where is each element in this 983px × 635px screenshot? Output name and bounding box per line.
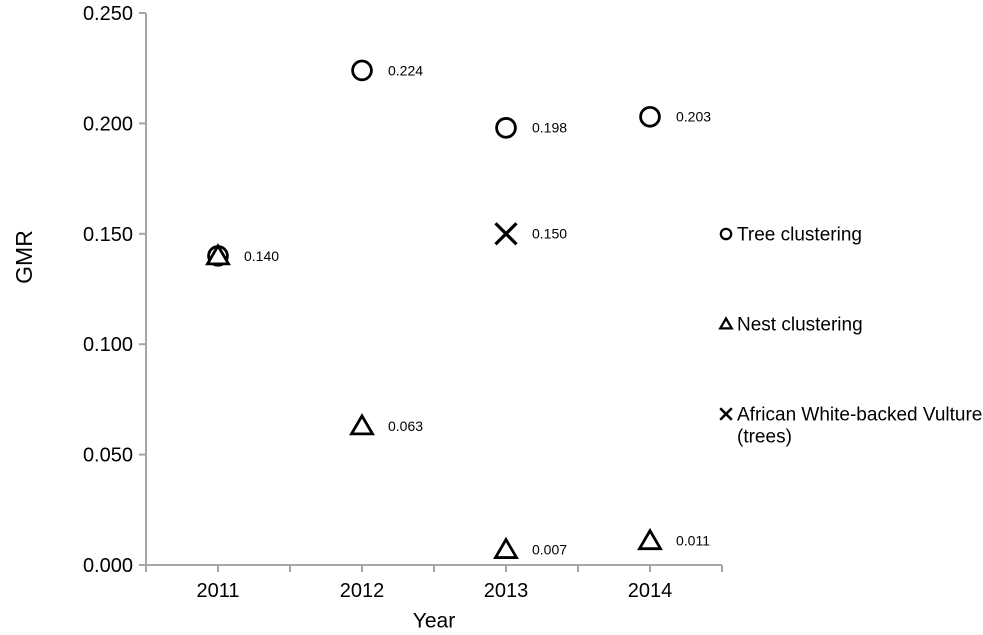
legend-label: African White-backed Vulture <box>737 405 982 426</box>
data-point-x <box>494 222 518 246</box>
tick-labels: 0.000 0.050 0.100 0.150 0.200 0.250 2011 2012 20… <box>83 3 672 602</box>
y-tick-label: 0.050 <box>83 445 133 467</box>
value-labels: 0.140 0.224 0.198 0.203 0.063 0.007 0.011 0.150 <box>244 62 711 557</box>
x-tick-label: 2014 <box>628 580 673 602</box>
legend-marker-triangle <box>718 316 734 330</box>
data-point-circle <box>639 105 661 128</box>
y-tick-label: 0.100 <box>83 334 133 356</box>
legend-label: Tree clustering <box>737 225 862 246</box>
y-tick-label: 0.150 <box>83 224 133 246</box>
x-tick-label: 2013 <box>484 580 529 602</box>
legend: Tree clustering Nest clustering African Wh… <box>718 225 982 448</box>
x-tick-label: 2011 <box>196 580 239 602</box>
data-point-label: 0.203 <box>676 109 711 125</box>
data-point-triangle <box>637 527 663 551</box>
y-tick-label: 0.000 <box>83 555 133 577</box>
legend-label: (trees) <box>737 427 792 448</box>
y-tick-label: 0.250 <box>83 3 133 25</box>
data-point-label: 0.011 <box>676 533 710 549</box>
data-point-label: 0.063 <box>388 418 423 434</box>
data-point-triangle <box>493 536 519 559</box>
data-points <box>205 59 663 559</box>
x-axis-title: Year <box>413 609 455 630</box>
axes <box>139 12 723 572</box>
data-point-circle <box>351 59 373 82</box>
legend-marker-x <box>719 407 733 421</box>
data-point-label: 0.198 <box>532 120 567 136</box>
y-tick-label: 0.200 <box>83 113 133 135</box>
data-point-triangle <box>349 413 375 436</box>
data-point-label: 0.007 <box>532 541 567 557</box>
data-point-circle <box>495 117 517 139</box>
y-axis-title: GMR <box>11 230 37 284</box>
legend-label: Nest clustering <box>737 315 863 336</box>
data-point-triangle <box>205 243 231 266</box>
data-point-label: 0.224 <box>388 62 423 78</box>
x-tick-label: 2012 <box>340 580 385 602</box>
data-point-label: 0.140 <box>244 248 279 264</box>
data-point-label: 0.150 <box>532 226 567 242</box>
legend-marker-circle <box>719 227 733 241</box>
